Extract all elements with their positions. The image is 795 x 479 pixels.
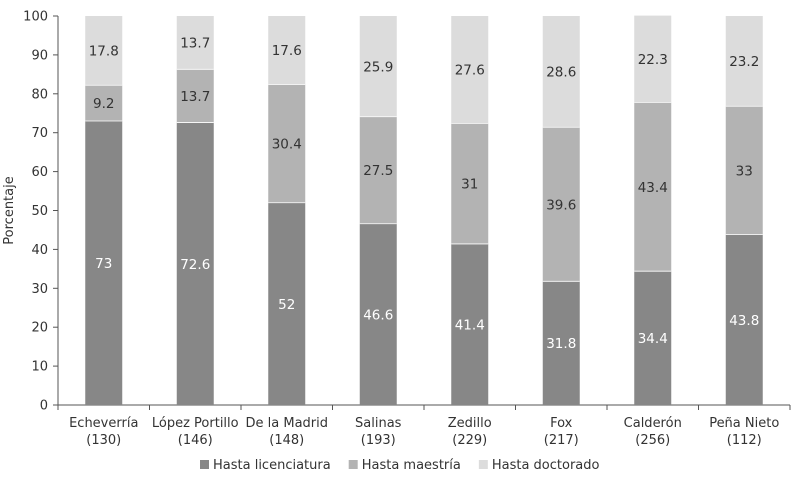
data-label: 28.6 bbox=[546, 65, 576, 81]
bar-segment bbox=[176, 16, 214, 70]
x-tick-label: De la Madrid bbox=[246, 416, 329, 431]
x-tick-label: López Portillo bbox=[152, 416, 239, 431]
legend: Hasta licenciatura Hasta maestría Hasta do… bbox=[200, 458, 600, 473]
data-label: 39.6 bbox=[546, 197, 576, 213]
x-tick-label: Fox bbox=[550, 416, 573, 431]
legend-swatch bbox=[200, 460, 209, 469]
bar-segment bbox=[451, 123, 489, 244]
bar-segment bbox=[451, 243, 489, 405]
legend-label: Hasta doctorado bbox=[492, 458, 600, 473]
data-label: 23.2 bbox=[729, 54, 759, 70]
data-label: 9.2 bbox=[93, 96, 114, 112]
legend-swatch bbox=[348, 460, 358, 469]
data-label: 22.3 bbox=[638, 52, 668, 68]
data-label: 52 bbox=[278, 297, 295, 313]
y-tick-label: 40 bbox=[31, 243, 48, 258]
y-tick-label: 50 bbox=[31, 204, 48, 219]
legend-swatch bbox=[478, 460, 488, 469]
y-tick-label: 60 bbox=[31, 165, 48, 180]
data-label: 43.4 bbox=[638, 180, 668, 196]
data-label: 25.9 bbox=[363, 59, 393, 75]
bar-segment bbox=[268, 202, 306, 405]
x-tick-count: (130) bbox=[86, 433, 121, 448]
data-label: 13.7 bbox=[180, 89, 210, 105]
data-label: 34.4 bbox=[638, 331, 668, 347]
bar-segment bbox=[176, 69, 214, 123]
bar-segment bbox=[725, 234, 763, 405]
data-label: 30.4 bbox=[272, 137, 302, 153]
bar-segment bbox=[542, 127, 580, 282]
data-label: 46.6 bbox=[363, 307, 393, 323]
x-tick-count: (217) bbox=[544, 433, 579, 448]
data-label: 27.6 bbox=[455, 63, 485, 79]
bar-segment bbox=[85, 121, 123, 405]
bar-segment bbox=[542, 281, 580, 405]
x-tick-count: (146) bbox=[178, 433, 213, 448]
bar-segment bbox=[268, 84, 306, 203]
y-axis-label: Porcentaje bbox=[2, 176, 17, 244]
data-label: 17.6 bbox=[272, 43, 302, 59]
y-tick-label: 10 bbox=[31, 360, 48, 375]
bar-segment bbox=[85, 85, 123, 122]
x-tick-count: (229) bbox=[452, 433, 487, 448]
x-tick-label: Salinas bbox=[355, 416, 402, 431]
legend-label: Hasta licenciatura bbox=[213, 458, 331, 473]
x-tick-label: Zedillo bbox=[448, 416, 492, 431]
bar-segment bbox=[725, 106, 763, 235]
y-axis-label-group: Porcentaje bbox=[2, 176, 17, 244]
y-tick-label: 30 bbox=[31, 282, 48, 297]
bar-segment bbox=[725, 16, 763, 107]
data-label: 27.5 bbox=[363, 163, 393, 179]
bar-segment bbox=[85, 16, 123, 86]
bar-segment bbox=[634, 102, 672, 272]
x-tick-label: Peña Nieto bbox=[709, 416, 779, 431]
bar-segment bbox=[634, 15, 672, 103]
data-label: 41.4 bbox=[455, 317, 485, 333]
x-tick-count: (193) bbox=[361, 433, 396, 448]
bar-segment bbox=[268, 16, 306, 85]
bar-segment bbox=[359, 16, 397, 117]
x-tick-count: (112) bbox=[727, 433, 762, 448]
bar-segment bbox=[451, 16, 489, 124]
bars: 73 9.2 17.8 72.6 13.7 13.7 52 30.4 17.6 46.6 27.5 2… bbox=[85, 15, 763, 405]
x-tick-count: (148) bbox=[269, 433, 304, 448]
data-label: 73 bbox=[95, 256, 112, 272]
bar-segment bbox=[634, 271, 672, 405]
data-label: 43.8 bbox=[729, 313, 759, 329]
data-label: 31 bbox=[461, 177, 478, 193]
data-label: 13.7 bbox=[180, 36, 210, 52]
bar-segment bbox=[176, 122, 214, 405]
y-tick-label: 70 bbox=[31, 126, 48, 141]
y-tick-label: 90 bbox=[31, 48, 48, 63]
x-tick-labels: Echeverría (130) López Portillo (146) De la … bbox=[69, 416, 779, 448]
data-label: 33 bbox=[736, 163, 753, 179]
y-tick-label: 80 bbox=[31, 87, 48, 102]
data-label: 31.8 bbox=[546, 336, 576, 352]
data-label: 72.6 bbox=[180, 257, 210, 273]
legend-label: Hasta maestría bbox=[362, 458, 461, 473]
x-tick-label: Echeverría bbox=[69, 416, 138, 431]
y-tick-label: 100 bbox=[23, 10, 48, 25]
x-tick-count: (256) bbox=[635, 433, 670, 448]
data-label: 17.8 bbox=[89, 44, 119, 60]
bar-segment bbox=[359, 223, 397, 405]
x-tick-label: Calderón bbox=[624, 416, 682, 431]
y-tick-label: 20 bbox=[31, 321, 48, 336]
bar-segment bbox=[542, 16, 580, 128]
y-tick-label: 0 bbox=[40, 399, 48, 414]
axes: 0 10 20 30 40 50 60 70 80 90 100 bbox=[23, 10, 791, 414]
bar-segment bbox=[359, 116, 397, 224]
